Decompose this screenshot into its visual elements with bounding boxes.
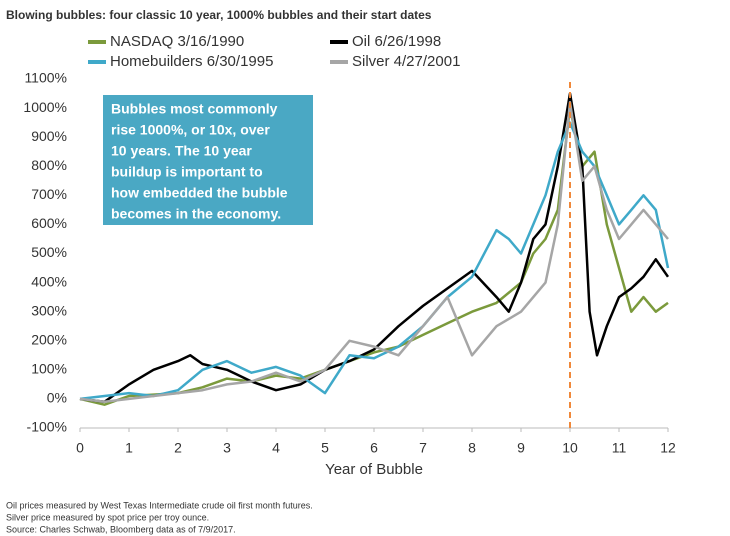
series-line [79, 106, 669, 406]
y-tick-label: -100% [27, 419, 67, 435]
legend-label: Silver 4/27/2001 [352, 53, 460, 70]
annotation-text: becomes in the economy. [111, 206, 281, 222]
y-tick-label: 100% [31, 361, 67, 377]
footnote: Silver price measured by spot price per … [6, 512, 209, 522]
series-line [79, 121, 670, 401]
y-tick-label: 200% [31, 331, 67, 347]
x-tick-label: 8 [468, 440, 476, 456]
x-tick-label: 7 [419, 440, 427, 456]
x-tick-label: 10 [562, 440, 578, 456]
y-tick-label: 300% [31, 302, 67, 318]
y-tick-label: 1100% [24, 70, 67, 86]
legend-label: Oil 6/26/1998 [352, 33, 441, 50]
x-tick-label: 0 [76, 440, 84, 456]
footnote: Source: Charles Schwab, Bloomberg data a… [6, 524, 236, 534]
y-tick-label: 900% [31, 128, 67, 144]
legend-label: NASDAQ 3/16/1990 [110, 33, 244, 50]
x-tick-label: 5 [321, 440, 329, 456]
y-tick-label: 400% [31, 273, 67, 289]
x-tick-label: 6 [370, 440, 378, 456]
x-tick-label: 1 [125, 440, 133, 456]
x-tick-label: 4 [272, 440, 280, 456]
chart-title: Blowing bubbles: four classic 10 year, 1… [6, 8, 432, 22]
x-tick-label: 12 [660, 440, 676, 456]
annotation-text: rise 1000%, or 10x, over [111, 122, 270, 138]
x-axis-label: Year of Bubble [325, 461, 423, 478]
x-tick-label: 9 [517, 440, 525, 456]
annotation-text: Bubbles most commonly [111, 101, 278, 117]
annotation-box [103, 95, 313, 225]
y-tick-label: 500% [31, 244, 67, 260]
series-line [79, 92, 670, 404]
y-tick-label: 1000% [23, 99, 67, 115]
series-line [79, 101, 669, 404]
x-tick-label: 11 [612, 440, 627, 456]
annotation-text: buildup is important to [111, 164, 263, 180]
x-tick-label: 3 [223, 440, 231, 456]
annotation-text: how embedded the bubble [111, 185, 288, 201]
legend-label: Homebuilders 6/30/1995 [110, 53, 273, 70]
footnote: Oil prices measured by West Texas Interm… [6, 500, 313, 510]
x-tick-label: 2 [174, 440, 182, 456]
y-tick-label: 800% [31, 157, 67, 173]
y-tick-label: 700% [31, 186, 67, 202]
y-tick-label: 600% [31, 215, 67, 231]
y-tick-label: 0% [47, 390, 67, 406]
annotation-text: 10 years. The 10 year [111, 143, 252, 159]
